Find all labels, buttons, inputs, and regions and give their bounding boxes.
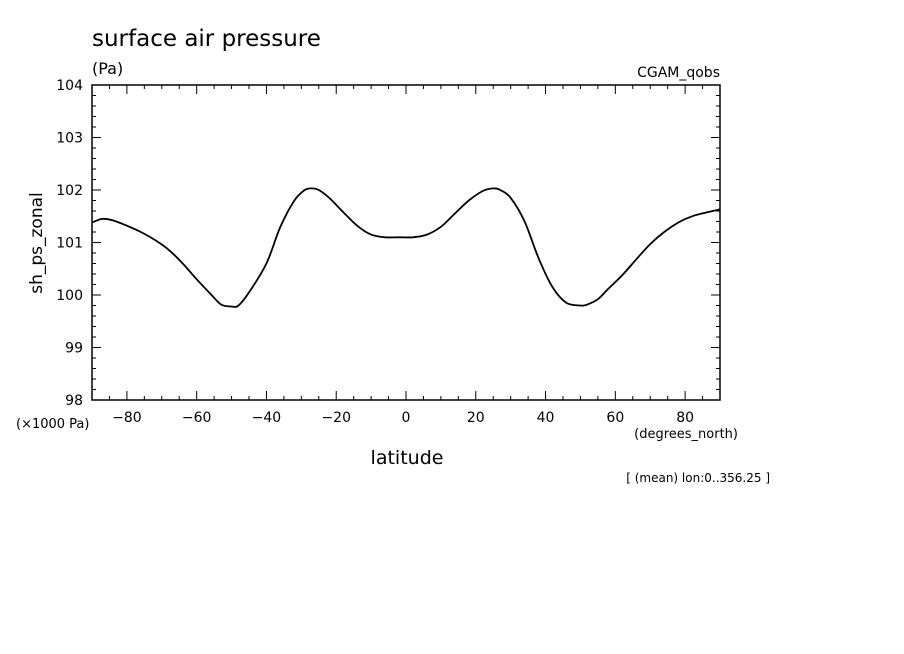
x-tick-label: −20 (321, 410, 351, 426)
footnote: [ (mean) lon:0..356.25 ] (626, 471, 770, 485)
y-tick-label: 100 (56, 288, 83, 304)
y-scale-label: (×1000 Pa) (16, 417, 89, 432)
x-tick-label: −40 (252, 410, 282, 426)
x-tick-label: −60 (182, 410, 212, 426)
x-tick-label: 80 (676, 410, 694, 426)
chart-title: surface air pressure (92, 26, 321, 52)
y-tick-label: 98 (65, 393, 83, 409)
chart-units: (Pa) (92, 59, 123, 78)
x-axis-label: latitude (371, 447, 444, 469)
y-tick-label: 101 (56, 236, 83, 252)
y-tick-label: 102 (56, 183, 83, 199)
y-tick-label: 103 (56, 131, 83, 147)
axis-ticks (91, 84, 721, 401)
y-tick-label: 104 (56, 78, 83, 94)
series-line (91, 187, 721, 308)
plot-frame (91, 84, 721, 401)
x-tick-label: 40 (537, 410, 555, 426)
x-tick-label: −80 (112, 410, 142, 426)
x-tick-labels: −80 −60 −40 −20 0 20 40 60 80 (112, 410, 694, 426)
x-tick-label: 0 (402, 410, 411, 426)
y-tick-label: 99 (65, 341, 83, 357)
x-units-label: (degrees_north) (634, 427, 738, 442)
x-tick-label: 20 (467, 410, 485, 426)
dataset-label: CGAM_qobs (637, 65, 720, 81)
y-axis-label: sh_ps_zonal (27, 192, 47, 294)
y-tick-labels: 98 99 100 101 102 103 104 (56, 78, 83, 409)
x-tick-label: 60 (606, 410, 624, 426)
